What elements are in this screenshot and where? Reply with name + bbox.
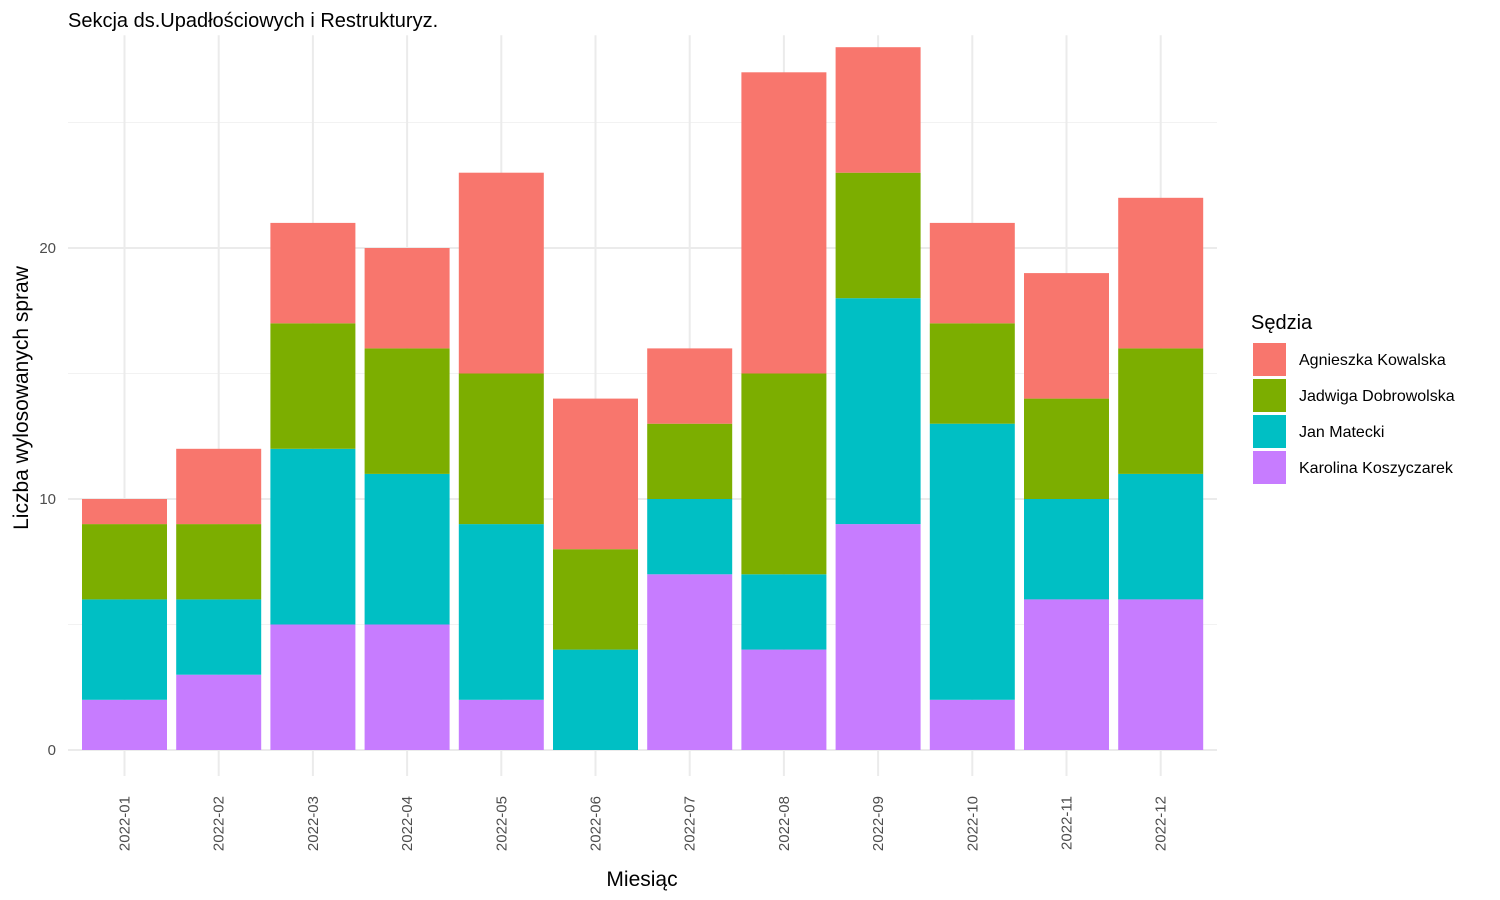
x-tick-label: 2022-07 (682, 796, 699, 851)
bar-segment (270, 323, 356, 449)
legend-label: Jan Matecki (1299, 424, 1384, 441)
y-tick-label: 0 (48, 742, 56, 759)
bar-segment (1118, 348, 1204, 474)
x-tick-label: 2022-05 (493, 796, 510, 851)
x-axis-title: Miesiąc (606, 868, 677, 891)
bar-segment (82, 599, 167, 700)
bar-segment (929, 323, 1015, 424)
bar-segment (553, 398, 638, 550)
bar-segment (1024, 273, 1109, 399)
bar-segment (1118, 599, 1204, 750)
x-axis-ticks: 2022-01 2022-02 2022-03 2022-04 2022-05 2022-… (117, 796, 1170, 851)
bar-segment (929, 222, 1015, 324)
bar-segment (1024, 599, 1109, 750)
bar-segment (176, 599, 262, 675)
bar-segment (176, 524, 262, 600)
bar-segment (364, 348, 450, 474)
legend-label: Karolina Koszyczarek (1299, 460, 1454, 477)
legend-swatch (1253, 415, 1286, 448)
y-axis-ticks: 0 10 20 (39, 240, 56, 759)
bar-segment (458, 699, 544, 750)
bar-segment (835, 524, 921, 750)
bar-segment (835, 172, 921, 299)
bar-segment (270, 448, 356, 625)
legend-title: Sędzia (1251, 312, 1313, 334)
legend-swatch (1253, 343, 1286, 376)
bar-segment (741, 373, 827, 575)
x-tick-label: 2022-02 (211, 796, 228, 851)
bar-segment (741, 72, 827, 374)
bar-segment (741, 574, 827, 650)
bar-segment (270, 624, 356, 750)
bar-segment (176, 674, 262, 750)
bar-segment (1024, 398, 1109, 499)
bar-segment (458, 373, 544, 525)
x-tick-label: 2022-01 (117, 796, 134, 851)
bar-segment (1118, 197, 1204, 349)
bar-segment (553, 649, 638, 750)
x-tick-label: 2022-09 (870, 796, 887, 851)
bar-segment (835, 298, 921, 525)
y-tick-label: 20 (39, 240, 56, 257)
chart-title: Sekcja ds.Upadłościowych i Restrukturyz. (68, 10, 438, 32)
bar-segment (458, 524, 544, 700)
bar-segment (176, 448, 262, 525)
bar-segment (82, 699, 167, 750)
bar-segment (82, 499, 167, 525)
bar-segment (929, 699, 1015, 750)
x-tick-label: 2022-11 (1059, 796, 1076, 850)
legend-label: Jadwiga Dobrowolska (1299, 388, 1455, 405)
x-tick-label: 2022-04 (399, 796, 416, 851)
legend: Sędzia Agnieszka Kowalska Jadwiga Dobrowo… (1251, 312, 1455, 484)
bar-segment (1118, 473, 1204, 600)
bar-segment (364, 473, 450, 625)
bar-segment (82, 524, 167, 600)
y-tick-label: 10 (39, 491, 56, 508)
x-tick-label: 2022-10 (964, 796, 981, 851)
x-tick-label: 2022-03 (305, 796, 322, 851)
bar-segment (647, 348, 733, 424)
legend-label: Agnieszka Kowalska (1299, 352, 1446, 369)
bar-segment (458, 172, 544, 374)
y-axis-title: Liczba wylosowanych spraw (10, 265, 33, 530)
bar-segment (364, 248, 450, 349)
bar-segment (647, 423, 733, 499)
legend-swatch (1253, 451, 1286, 484)
bar-segment (647, 499, 733, 575)
bar-segment (741, 649, 827, 750)
bar-segment (364, 624, 450, 750)
bar-segment (1024, 499, 1109, 600)
x-tick-label: 2022-08 (776, 796, 793, 851)
x-tick-label: 2022-12 (1153, 796, 1170, 851)
bars (82, 47, 1204, 750)
bar-segment (553, 549, 638, 650)
bar-segment (647, 574, 733, 750)
bar-segment (835, 47, 921, 173)
legend-swatch (1253, 379, 1286, 412)
x-tick-label: 2022-06 (588, 796, 605, 851)
bar-segment (929, 423, 1015, 700)
bar-segment (270, 222, 356, 324)
